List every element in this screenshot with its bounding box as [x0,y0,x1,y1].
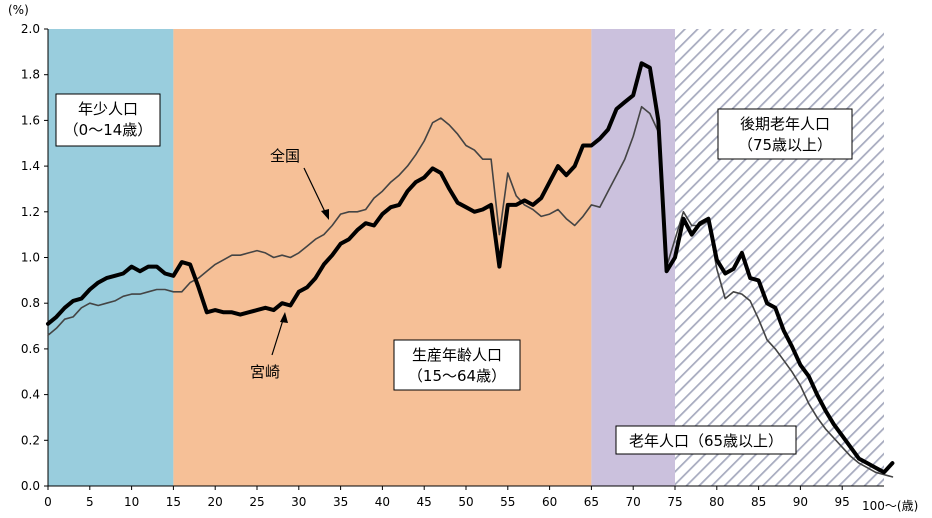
old-label: 老年人口（65歳以上） [629,432,783,450]
youth-label-line2: （0〜14歳） [64,121,153,139]
miyazaki-label-arrow-line [271,319,284,356]
y-tick-label: 1.8 [21,68,40,82]
x-tick-label: 55 [500,495,515,509]
late-label-box: 後期老年人口 （75歳以上） [717,108,853,160]
x-tick-label: 35 [333,495,348,509]
y-tick-label: 1.2 [21,205,40,219]
miyazaki-series-label: 宮崎 [250,363,280,381]
axes [44,28,884,490]
x-tick-label: 0 [44,495,52,509]
x-axis-unit: 100〜(歳) [862,499,918,513]
y-tick-label: 1.6 [21,113,40,127]
x-tick-label: 5 [86,495,94,509]
x-tick-label: 60 [542,495,557,509]
national-label-arrow-line [303,167,327,215]
y-tick-label: 0.0 [21,479,40,493]
x-tick-label: 85 [751,495,766,509]
series-layer [46,61,895,478]
x-tick-label: 10 [124,495,139,509]
working-label-line2: （15〜64歳） [408,367,506,385]
x-tick-label: 45 [417,495,432,509]
tick-labels: (%) 100〜(歳) 0.0 0.2 0.4 0.6 0.8 1.0 1.2 1.4 1.6 1… [8,3,918,513]
miyazaki-label-arrowhead [280,312,288,323]
x-tick-label: 50 [458,495,473,509]
x-tick-label: 80 [709,495,724,509]
late-label-line1: 後期老年人口 [740,115,830,133]
x-tick-label: 30 [291,495,306,509]
y-axis-unit: (%) [8,3,29,17]
x-tick-label: 90 [793,495,808,509]
working-label-line1: 生産年齢人口 [412,346,502,364]
youth-label-line1: 年少人口 [78,100,138,118]
youth-label-box: 年少人口 （0〜14歳） [55,93,161,147]
y-tick-label: 0.4 [21,388,40,402]
working-label-box: 生産年齢人口 （15〜64歳） [393,339,521,391]
y-tick-label: 1.0 [21,251,40,265]
x-tick-label: 20 [208,495,223,509]
series-line-1 [47,105,894,478]
x-tick-label: 70 [626,495,641,509]
x-tick-label: 65 [584,495,599,509]
x-tick-label: 95 [835,495,850,509]
age-band-3 [675,29,884,486]
national-label-arrowhead [321,209,329,220]
age-band-1 [173,29,592,486]
x-tick-label: 15 [166,495,181,509]
national-series-label: 全国 [270,147,300,165]
late-label-line2: （75歳以上） [738,136,832,154]
y-tick-label: 0.8 [21,296,40,310]
y-tick-label: 0.6 [21,342,40,356]
age-group-bands [48,29,884,486]
y-tick-label: 0.2 [21,433,40,447]
y-tick-label: 1.4 [21,159,40,173]
old-label-box: 老年人口（65歳以上） [615,425,797,455]
series-line-0 [46,61,895,475]
x-tick-label: 40 [375,495,390,509]
age-band-2 [591,29,675,486]
x-tick-label: 75 [667,495,682,509]
x-tick-label: 25 [249,495,264,509]
annotations: 年少人口 （0〜14歳） 生産年齢人口 （15〜64歳） 老年人口（65歳以上）… [55,93,853,455]
y-tick-label: 2.0 [21,22,40,36]
